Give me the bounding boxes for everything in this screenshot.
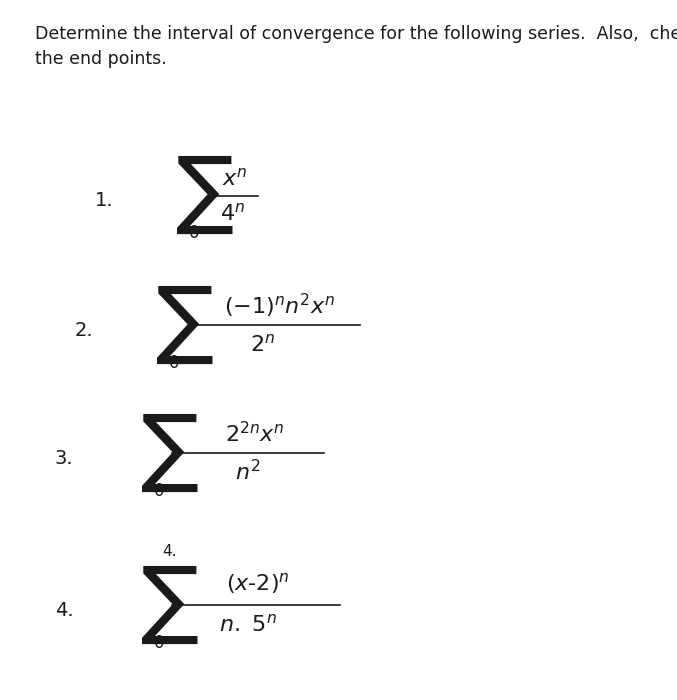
Text: 4.: 4. (55, 601, 74, 620)
Text: $2^{2n} x^n$: $2^{2n} x^n$ (225, 421, 285, 447)
Text: $n^2$: $n^2$ (236, 459, 261, 484)
Text: $\infty$: $\infty$ (168, 279, 182, 297)
Text: $(-1)^n n^2 x^n$: $(-1)^n n^2 x^n$ (224, 292, 336, 320)
Text: 2.: 2. (75, 321, 93, 340)
Text: $0$: $0$ (168, 354, 179, 372)
Text: $\sum$: $\sum$ (175, 154, 234, 236)
Text: $0$: $0$ (153, 634, 165, 652)
Text: Determine the interval of convergence for the following series.  Also,  check
th: Determine the interval of convergence fo… (35, 25, 677, 68)
Text: 4.: 4. (162, 545, 177, 559)
Text: $4^n$: $4^n$ (221, 202, 246, 224)
Text: $\sum$: $\sum$ (140, 412, 198, 494)
Text: 1.: 1. (95, 190, 114, 209)
Text: $0$: $0$ (188, 224, 200, 242)
Text: $\infty$: $\infty$ (153, 559, 167, 577)
Text: $0$: $0$ (153, 482, 165, 500)
Text: $\infty$: $\infty$ (153, 407, 167, 425)
Text: $\sum$: $\sum$ (155, 284, 213, 366)
Text: $2^n$: $2^n$ (250, 333, 276, 355)
Text: $\sum$: $\sum$ (140, 564, 198, 646)
Text: $n.\ 5^n$: $n.\ 5^n$ (219, 613, 277, 635)
Text: 3.: 3. (55, 449, 74, 468)
Text: $(x\text{-}2)^n$: $(x\text{-}2)^n$ (226, 571, 290, 596)
Text: $x^n$: $x^n$ (222, 167, 248, 189)
Text: $\infty$: $\infty$ (188, 149, 202, 167)
